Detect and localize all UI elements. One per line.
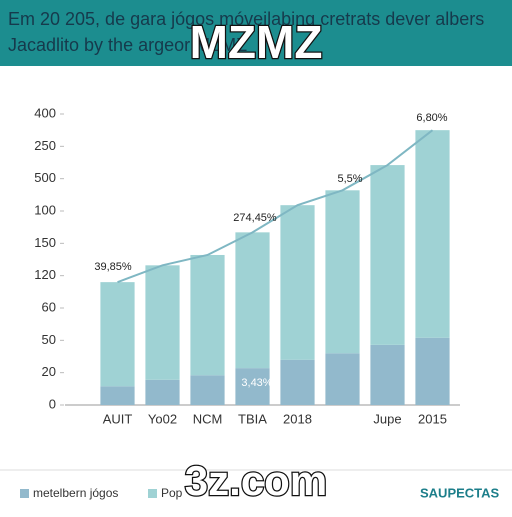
legend-label: Pop — [161, 486, 183, 500]
bar-segment — [415, 130, 450, 338]
legend-label: metelbern jógos — [33, 486, 118, 500]
bar-segment — [325, 190, 360, 354]
legend-extra: SAUPECTAS — [420, 485, 500, 500]
y-tick-label: 60 — [42, 299, 56, 314]
y-tick-label: 20 — [42, 364, 56, 379]
y-tick-label: 250 — [34, 138, 56, 153]
y-tick-label: 100 — [34, 202, 56, 217]
watermark: MZMZ — [190, 16, 323, 68]
annotation: 3,43% — [241, 377, 272, 389]
y-tick-label: 120 — [34, 267, 56, 282]
bar-segment — [370, 344, 405, 405]
x-tick-label: 2018 — [283, 411, 312, 426]
bar-segment — [100, 282, 135, 387]
x-tick-label: AUIT — [103, 411, 133, 426]
y-tick-label: 500 — [34, 170, 56, 185]
watermark: 3z.com — [185, 457, 327, 504]
bar-segment — [325, 353, 360, 405]
x-tick-label: Yo02 — [148, 411, 177, 426]
x-tick-label: Jupe — [373, 411, 401, 426]
annotation: 5,5% — [337, 173, 362, 185]
bar-segment — [235, 368, 270, 405]
bar-segment — [145, 379, 180, 405]
bar-segment — [280, 205, 315, 360]
bar-segment — [190, 375, 225, 405]
bar-segment — [145, 265, 180, 380]
chart-title: Em 20 205, de gara jógos móveilabing cre… — [8, 9, 484, 29]
bar-segment — [190, 254, 225, 376]
annotation: 6,80% — [416, 112, 447, 124]
y-tick-label: 0 — [49, 396, 56, 411]
bar-segment — [235, 232, 270, 369]
annotation: 274,45% — [233, 212, 277, 224]
x-tick-label: TBIA — [238, 411, 267, 426]
bar-segment — [370, 165, 405, 345]
y-tick-label: 50 — [42, 332, 56, 347]
header-band — [0, 0, 512, 66]
x-tick-label: NCM — [193, 411, 223, 426]
x-tick-label: 2015 — [418, 411, 447, 426]
bar-segment — [280, 359, 315, 405]
top-outline — [117, 129, 434, 284]
annotation: 39,85% — [94, 261, 132, 273]
chart-subtitle: Jacadlito by the argeor MZMZ — [8, 35, 247, 55]
legend-swatch — [20, 489, 29, 498]
bar-segment — [100, 386, 135, 405]
bar-segment — [415, 337, 450, 405]
legend-swatch — [148, 489, 157, 498]
y-tick-label: 400 — [34, 105, 56, 120]
y-tick-label: 150 — [34, 235, 56, 250]
